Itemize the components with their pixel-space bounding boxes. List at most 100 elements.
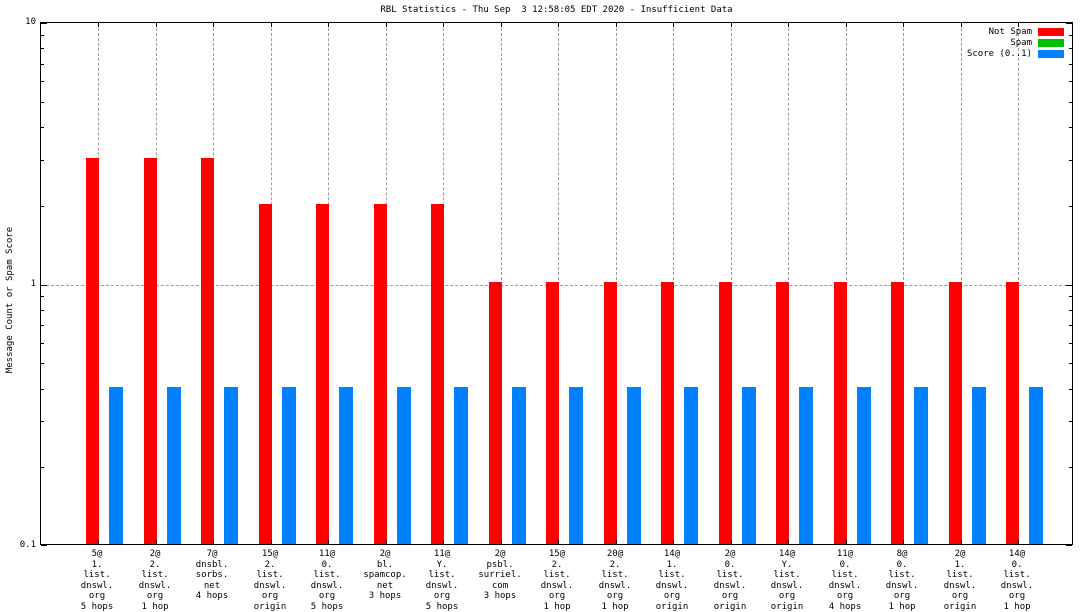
y-tick-mark <box>1069 160 1072 161</box>
chart-title: RBL Statistics - Thu Sep 3 12:58:05 EDT … <box>380 5 733 15</box>
bar-score-0-1- <box>1029 387 1043 544</box>
x-tick-mark <box>616 540 617 544</box>
x-tick-label: 14@ Y. list. dnswl. org origin <box>770 549 804 612</box>
bar-score-0-1- <box>224 387 238 544</box>
y-tick-mark <box>41 81 44 82</box>
legend-item: Spam <box>967 38 1064 48</box>
x-tick-mark <box>501 23 502 27</box>
y-tick-mark <box>41 467 44 468</box>
y-tick-mark <box>1069 389 1072 390</box>
x-tick-mark <box>846 23 847 27</box>
x-tick-mark <box>673 540 674 544</box>
x-tick-mark <box>271 540 272 544</box>
x-tick-mark <box>386 540 387 544</box>
x-tick-mark <box>788 540 789 544</box>
y-tick-mark <box>41 48 44 49</box>
legend-label: Not Spam <box>988 27 1032 37</box>
x-tick-mark <box>156 540 157 544</box>
y-tick-label: 0.1 <box>19 540 36 550</box>
x-tick-mark <box>558 23 559 27</box>
x-tick-mark <box>961 23 962 27</box>
bar-score-0-1- <box>339 387 353 544</box>
y-tick-mark <box>1066 23 1072 24</box>
y-tick-mark <box>41 296 44 297</box>
bar-score-0-1- <box>799 387 813 544</box>
bar-not-spam <box>604 282 617 544</box>
y-tick-mark <box>1069 467 1072 468</box>
x-tick-label: 5@ 1. list. dnswl. org 5 hops <box>80 549 114 612</box>
bar-score-0-1- <box>742 387 756 544</box>
x-tick-label: 2@ 0. list. dnswl. org origin <box>713 549 747 612</box>
bar-not-spam <box>201 158 214 544</box>
legend-label: Score (0..1) <box>966 49 1032 59</box>
x-tick-mark <box>1018 540 1019 544</box>
bar-not-spam <box>719 282 732 544</box>
bar-not-spam <box>1006 282 1019 544</box>
bar-not-spam <box>374 204 387 544</box>
y-tick-mark <box>1069 48 1072 49</box>
x-axis-tick-labels: 5@ 1. list. dnswl. org 5 hops 2@ 2. list.… <box>40 549 1073 612</box>
x-tick-mark <box>328 23 329 27</box>
x-tick-label: 2@ 1. list. dnswl. org origin <box>943 549 977 612</box>
x-tick-label: 2@ psbl. surriel. com 3 hops <box>478 549 522 601</box>
x-tick-label: 15@ 2. list. dnswl. org 1 hop <box>540 549 574 612</box>
x-tick-mark <box>788 23 789 27</box>
x-tick-mark <box>731 23 732 27</box>
x-tick-label: 11@ Y. list. dnswl. org 5 hops <box>425 549 459 612</box>
x-tick-mark <box>443 23 444 27</box>
y-tick-mark <box>41 325 44 326</box>
x-tick-mark <box>846 540 847 544</box>
x-tick-label: 8@ 0. list. dnswl. org 1 hop <box>885 549 919 612</box>
y-tick-mark <box>41 127 44 128</box>
bar-not-spam <box>661 282 674 544</box>
bar-score-0-1- <box>914 387 928 544</box>
legend-swatch <box>1038 50 1064 58</box>
legend-item: Score (0..1) <box>967 49 1064 59</box>
y-tick-mark <box>41 160 44 161</box>
x-tick-label: 20@ 2. list. dnswl. org 1 hop <box>598 549 632 612</box>
y-tick-mark <box>1066 285 1072 286</box>
bar-not-spam <box>144 158 157 544</box>
x-tick-mark <box>443 540 444 544</box>
y-tick-mark <box>1069 206 1072 207</box>
bar-score-0-1- <box>512 387 526 544</box>
y-tick-mark <box>41 206 44 207</box>
bar-not-spam <box>316 204 329 544</box>
x-tick-mark <box>731 540 732 544</box>
y-tick-mark <box>1069 296 1072 297</box>
x-tick-mark <box>1018 23 1019 27</box>
x-tick-mark <box>903 540 904 544</box>
legend-item: Not Spam <box>967 27 1064 37</box>
x-tick-label: 14@ 0. list. dnswl. org 1 hop <box>1000 549 1034 612</box>
bar-score-0-1- <box>627 387 641 544</box>
plot-area: Not Spam Spam Score (0..1) <box>40 22 1073 546</box>
y-tick-mark <box>41 310 44 311</box>
x-tick-mark <box>213 540 214 544</box>
bar-not-spam <box>776 282 789 544</box>
x-tick-mark <box>213 23 214 27</box>
y-tick-mark <box>1066 545 1072 546</box>
y-tick-mark <box>41 343 44 344</box>
bar-not-spam <box>489 282 502 544</box>
y-tick-mark <box>1069 325 1072 326</box>
legend: Not Spam Spam Score (0..1) <box>967 27 1064 60</box>
x-tick-label: 2@ bl. spamcop. net 3 hops <box>363 549 407 601</box>
legend-label: Spam <box>1010 38 1032 48</box>
x-tick-label: 14@ 1. list. dnswl. org origin <box>655 549 689 612</box>
bar-score-0-1- <box>857 387 871 544</box>
y-tick-mark <box>1069 64 1072 65</box>
y-tick-mark <box>41 35 44 36</box>
legend-swatch <box>1038 28 1064 36</box>
legend-swatch <box>1038 39 1064 47</box>
bar-not-spam <box>86 158 99 544</box>
x-tick-mark <box>961 540 962 544</box>
bar-score-0-1- <box>972 387 986 544</box>
x-tick-mark <box>673 23 674 27</box>
x-tick-label: 11@ 0. list. dnswl. org 5 hops <box>310 549 344 612</box>
bar-score-0-1- <box>167 387 181 544</box>
y-tick-mark <box>1069 310 1072 311</box>
y-tick-mark <box>1069 363 1072 364</box>
x-tick-mark <box>903 23 904 27</box>
x-tick-mark <box>616 23 617 27</box>
